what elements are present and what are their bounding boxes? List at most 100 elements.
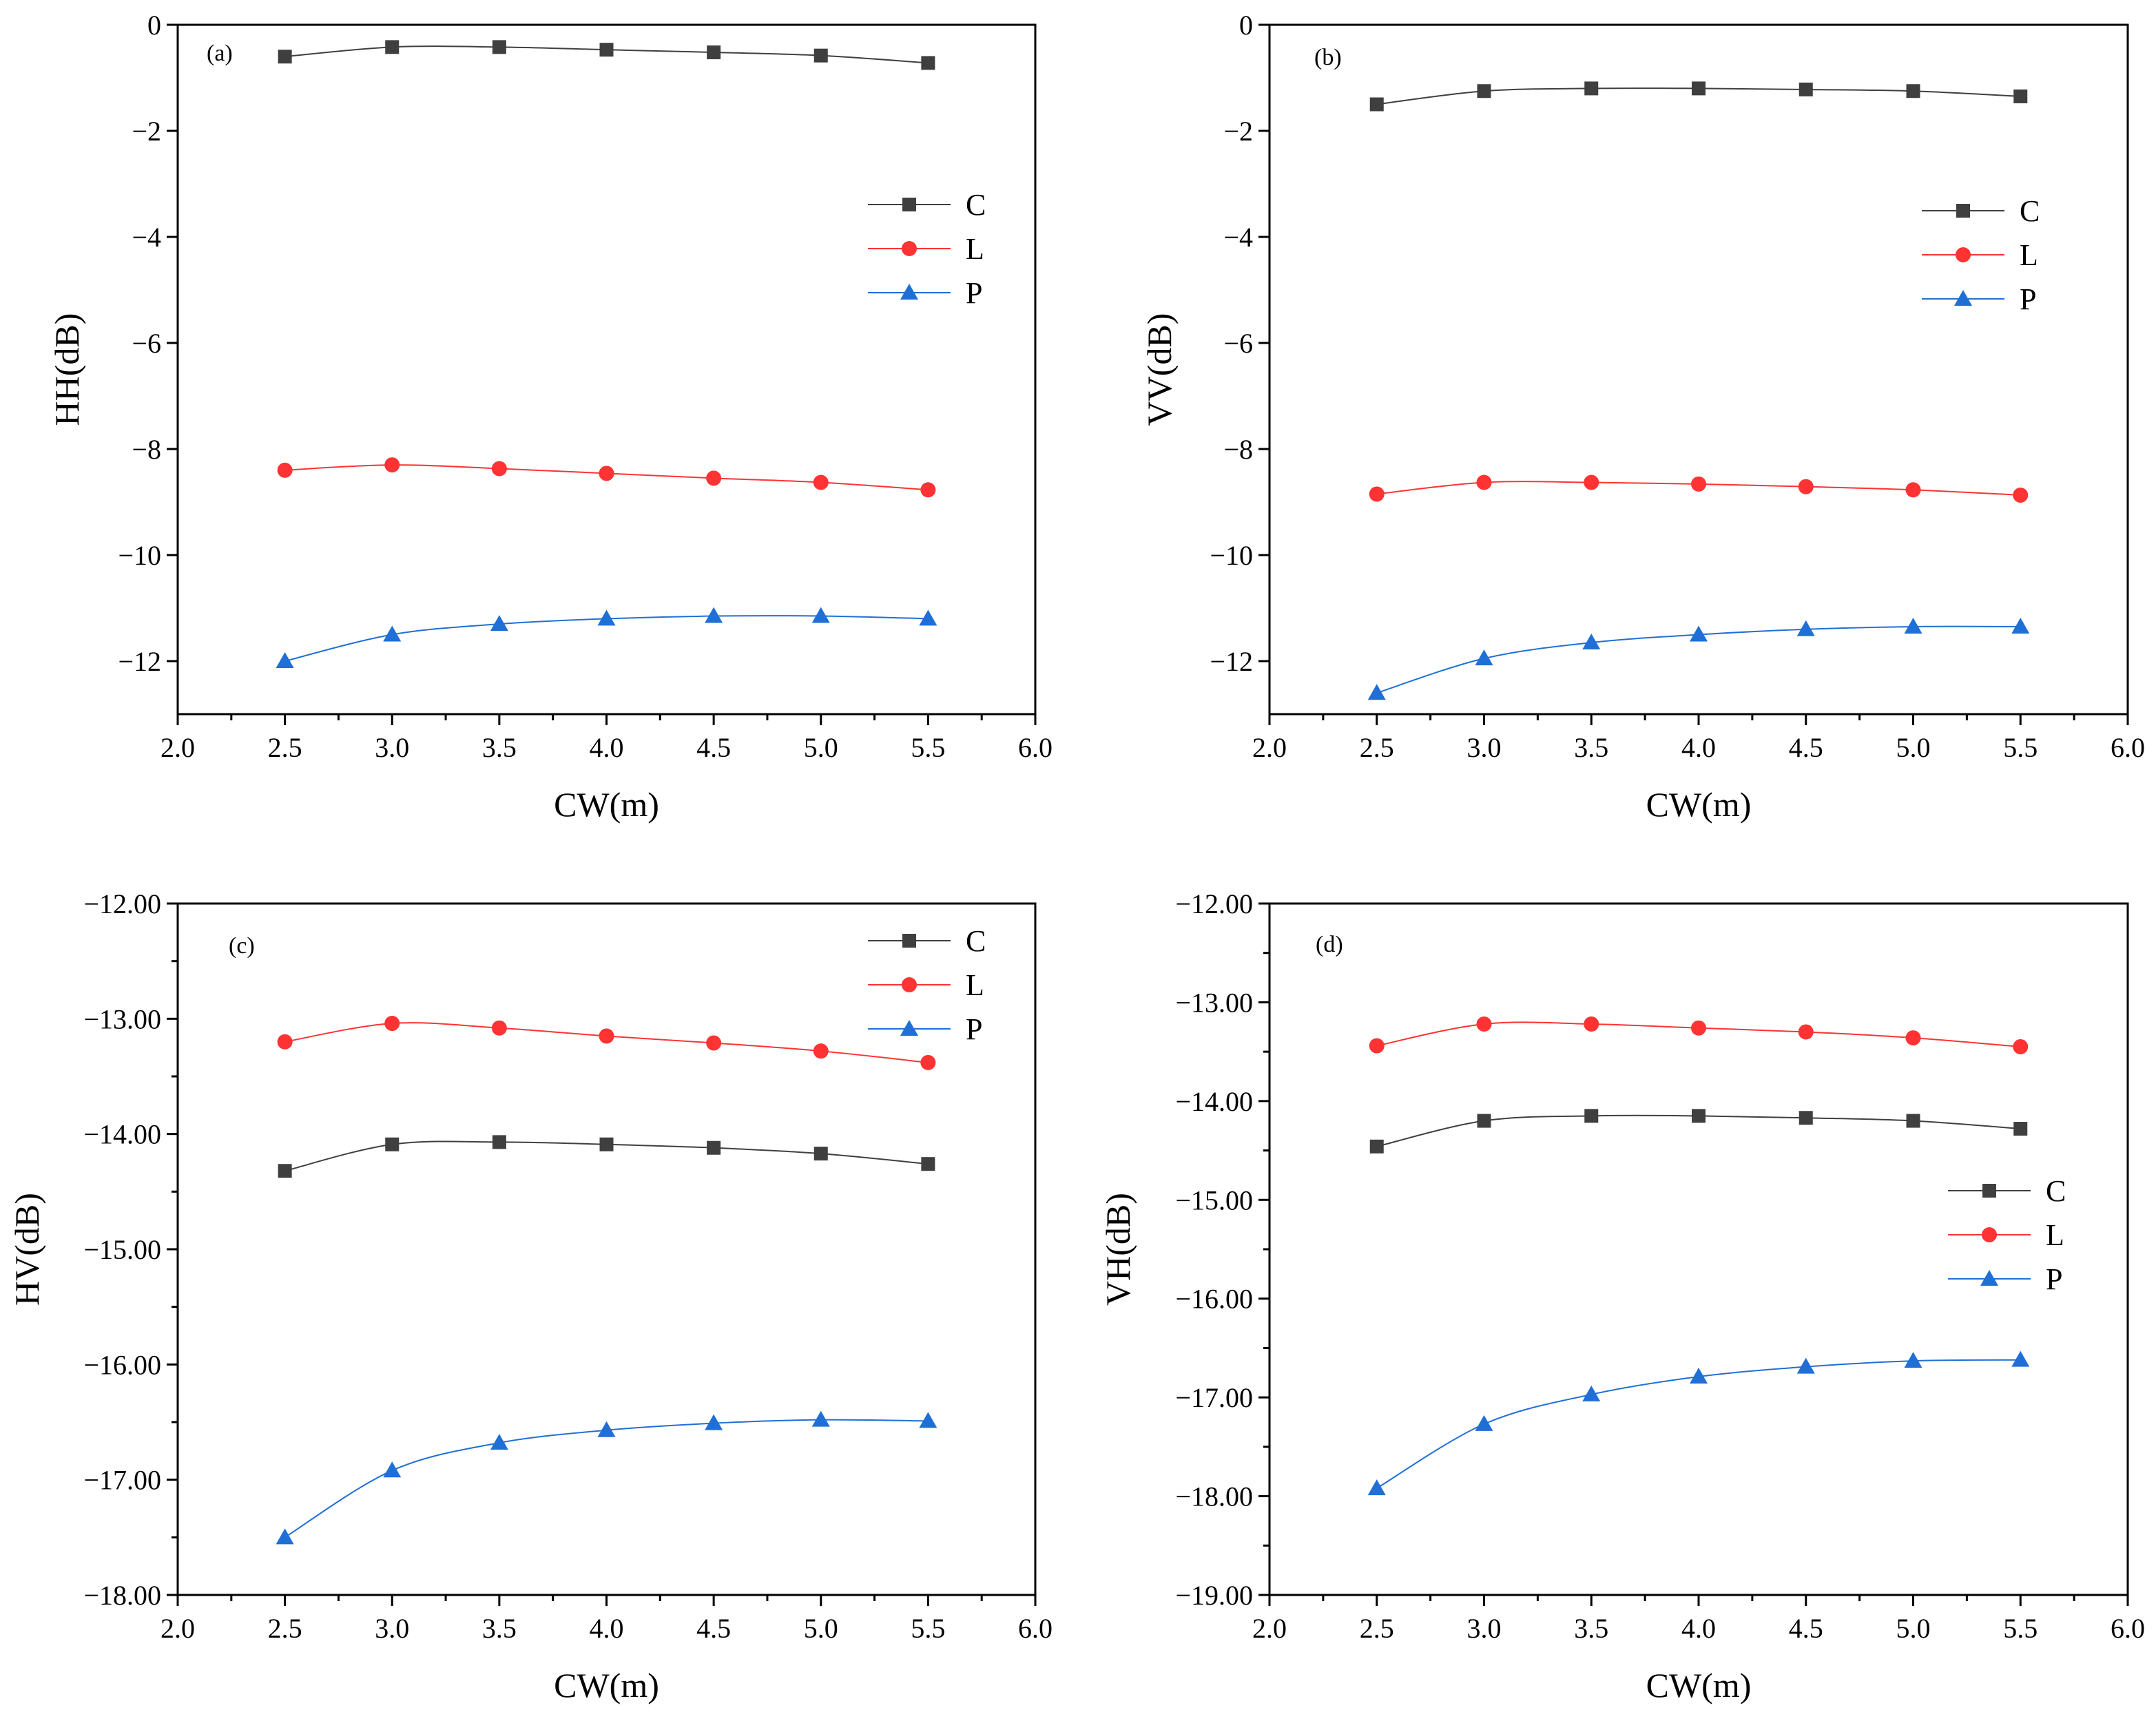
data-point xyxy=(705,607,723,623)
data-point xyxy=(1369,486,1385,502)
data-point xyxy=(1367,684,1386,700)
data-point xyxy=(1798,479,1814,494)
data-point xyxy=(1906,1114,1920,1128)
data-point xyxy=(920,1054,936,1070)
data-point xyxy=(813,474,829,490)
data-point xyxy=(1476,1016,1492,1032)
y-tick-label: −18.00 xyxy=(1175,1481,1253,1512)
data-point xyxy=(1904,617,1922,634)
data-point xyxy=(278,1164,292,1178)
y-axis: −12.00 −13.00 −14.00 −15.00 −16.00 −17.00 −18.… xyxy=(83,888,178,1611)
data-point xyxy=(1369,1038,1385,1054)
data-point xyxy=(597,609,616,626)
data-point xyxy=(277,1034,293,1050)
y-tick-label: −17.00 xyxy=(1175,1382,1253,1413)
y-tick-label: −19.00 xyxy=(1175,1580,1253,1611)
legend-label: C xyxy=(966,188,986,222)
data-point xyxy=(1798,1024,1814,1040)
y-tick-label: 0 xyxy=(1239,10,1253,41)
plot-frame xyxy=(1268,902,2129,1596)
x-tick-label: 2.0 xyxy=(160,732,195,763)
y-tick-label: −2 xyxy=(1223,116,1253,147)
y-axis: 0 −2 −4 −6 −8 −10 −12 xyxy=(118,10,178,677)
data-point xyxy=(2013,89,2028,103)
data-point xyxy=(1369,1139,1384,1154)
y-axis: 0 −2 −4 −6 −8 −10 −12 xyxy=(1210,10,1269,677)
legend-marker xyxy=(1982,1184,1996,1198)
x-tick-label: 3.0 xyxy=(1467,732,1502,763)
data-point xyxy=(384,1016,400,1032)
legend-item-L: L xyxy=(1922,238,2038,272)
series-P xyxy=(276,607,937,668)
legend-item-P: P xyxy=(1922,282,2036,316)
x-tick-label: 2.0 xyxy=(1252,1613,1287,1644)
panel-label: (b) xyxy=(1314,45,1342,70)
data-point xyxy=(1692,1109,1706,1123)
y-tick-label: −15.00 xyxy=(1175,1185,1253,1215)
x-tick-label: 3.0 xyxy=(375,1613,409,1644)
x-tick-label: 6.0 xyxy=(2111,1613,2145,1644)
data-point xyxy=(1477,84,1491,98)
x-tick-label: 6.0 xyxy=(2111,732,2145,763)
data-point xyxy=(1906,84,1920,98)
x-tick-label: 4.0 xyxy=(590,1613,624,1644)
series-line xyxy=(284,1419,929,1538)
legend-item-P: P xyxy=(1948,1262,2062,1296)
x-tick-label: 5.0 xyxy=(1896,732,1931,763)
data-point xyxy=(1799,82,1813,96)
legend-label: L xyxy=(966,968,984,1002)
data-point xyxy=(385,1137,400,1151)
x-tick-label: 4.0 xyxy=(590,732,624,763)
x-tick-label: 4.0 xyxy=(1681,1613,1716,1644)
x-tick-label: 2.5 xyxy=(268,732,302,763)
x-tick-label: 4.0 xyxy=(1681,732,1716,763)
data-point xyxy=(1796,620,1815,636)
plot-frame xyxy=(1268,23,2129,716)
data-point xyxy=(1475,1415,1493,1431)
legend-marker xyxy=(1982,1227,1997,1242)
legend-marker xyxy=(900,284,918,300)
legend-label: L xyxy=(2020,238,2038,272)
data-point xyxy=(1582,634,1601,650)
series-P xyxy=(1367,1350,2030,1496)
legend-item-C: C xyxy=(1948,1174,2066,1208)
data-point xyxy=(1905,1030,1921,1046)
legend-label: P xyxy=(2046,1262,2062,1296)
data-point xyxy=(490,615,508,632)
data-point xyxy=(492,1135,506,1149)
y-axis-label: HH(dB) xyxy=(48,313,86,426)
legend-label: C xyxy=(966,924,986,958)
y-tick-label: −16.00 xyxy=(1175,1284,1253,1315)
x-axis-label: CW(m) xyxy=(1646,1666,1752,1704)
y-tick-label: −6 xyxy=(132,328,161,359)
legend-marker xyxy=(902,198,916,211)
x-tick-label: 4.5 xyxy=(696,732,731,763)
data-point xyxy=(1796,1357,1815,1374)
data-point xyxy=(1584,1016,1599,1032)
y-tick-label: −18.00 xyxy=(83,1580,161,1611)
x-tick-label: 4.5 xyxy=(696,1613,731,1644)
legend-label: L xyxy=(966,232,984,266)
x-axis-label: CW(m) xyxy=(554,785,659,824)
y-axis-label: VH(dB) xyxy=(1099,1193,1137,1306)
data-point xyxy=(1584,1109,1599,1123)
legend-label: P xyxy=(2020,282,2036,316)
x-tick-label: 4.5 xyxy=(1789,1613,1823,1644)
data-point xyxy=(276,652,294,668)
y-tick-label: −13.00 xyxy=(1175,987,1253,1018)
data-point xyxy=(599,43,614,57)
y-tick-label: −12 xyxy=(1210,646,1253,677)
data-point xyxy=(277,462,293,478)
data-point xyxy=(707,45,721,60)
legend-item-P: P xyxy=(868,1012,982,1046)
legend-item-L: L xyxy=(1948,1218,2064,1252)
data-point xyxy=(384,457,400,473)
data-point xyxy=(921,56,935,70)
legend-marker xyxy=(1980,1270,1998,1286)
y-tick-label: −10 xyxy=(1210,540,1253,571)
y-tick-label: −12 xyxy=(118,646,161,677)
x-axis-label: CW(m) xyxy=(554,1666,659,1704)
legend-marker xyxy=(1956,247,1971,262)
data-point xyxy=(278,50,292,64)
legend: CLP xyxy=(1922,194,2040,316)
